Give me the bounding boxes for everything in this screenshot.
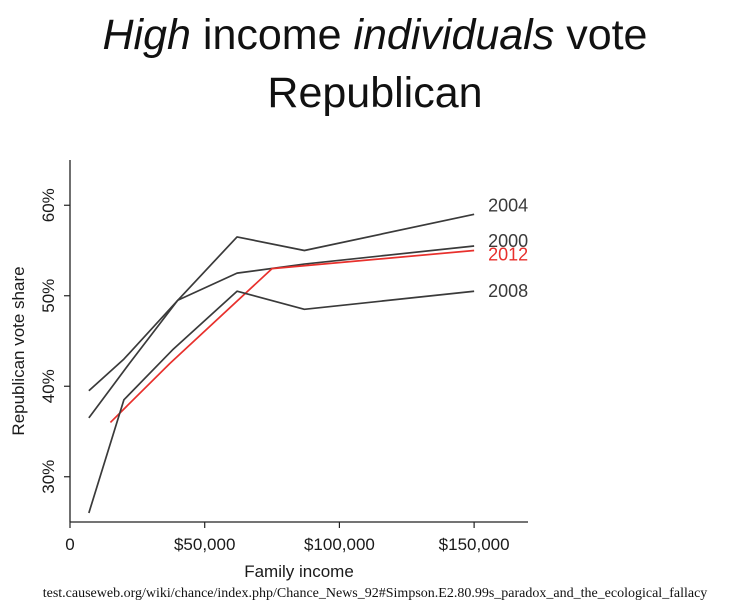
x-tick-label: $150,000: [439, 535, 510, 554]
x-tick-label: $50,000: [174, 535, 235, 554]
chart-ticks: 0 $50,000 $100,000 $150,000 30% 40% 50% 60%: [39, 188, 510, 554]
source-url: test.causeweb.org/wiki/chance/index.php/…: [42, 586, 708, 601]
title-part: vote: [554, 11, 648, 59]
y-tick-label: 40%: [39, 369, 58, 403]
series-line-2000: [88, 245, 475, 419]
y-tick-label: 60%: [39, 188, 58, 222]
y-tick-label: 50%: [39, 279, 58, 313]
series-label-2012: 2012: [488, 245, 528, 265]
series-label-2000: 2000: [488, 231, 528, 251]
series-line-2008: [88, 290, 475, 514]
slide-title: High income individuals vote Republican: [0, 6, 750, 122]
x-tick-label: 0: [65, 535, 74, 554]
y-axis-title: Republican vote share: [9, 266, 28, 435]
title-part: High: [102, 11, 191, 59]
chart-axes: [69, 160, 528, 523]
y-tick-label: 30%: [39, 460, 58, 494]
x-tick-label: $100,000: [304, 535, 375, 554]
series-label-2004: 2004: [488, 195, 528, 215]
title-part: Republican: [267, 69, 483, 117]
series-line-2004: [88, 213, 475, 392]
chart-series-lines: [88, 213, 475, 514]
series-line-2012: [109, 249, 475, 424]
series-label-2008: 2008: [488, 281, 528, 301]
title-part: individuals: [353, 11, 555, 59]
x-axis-title: Family income: [244, 562, 354, 581]
title-part: income: [190, 11, 354, 59]
